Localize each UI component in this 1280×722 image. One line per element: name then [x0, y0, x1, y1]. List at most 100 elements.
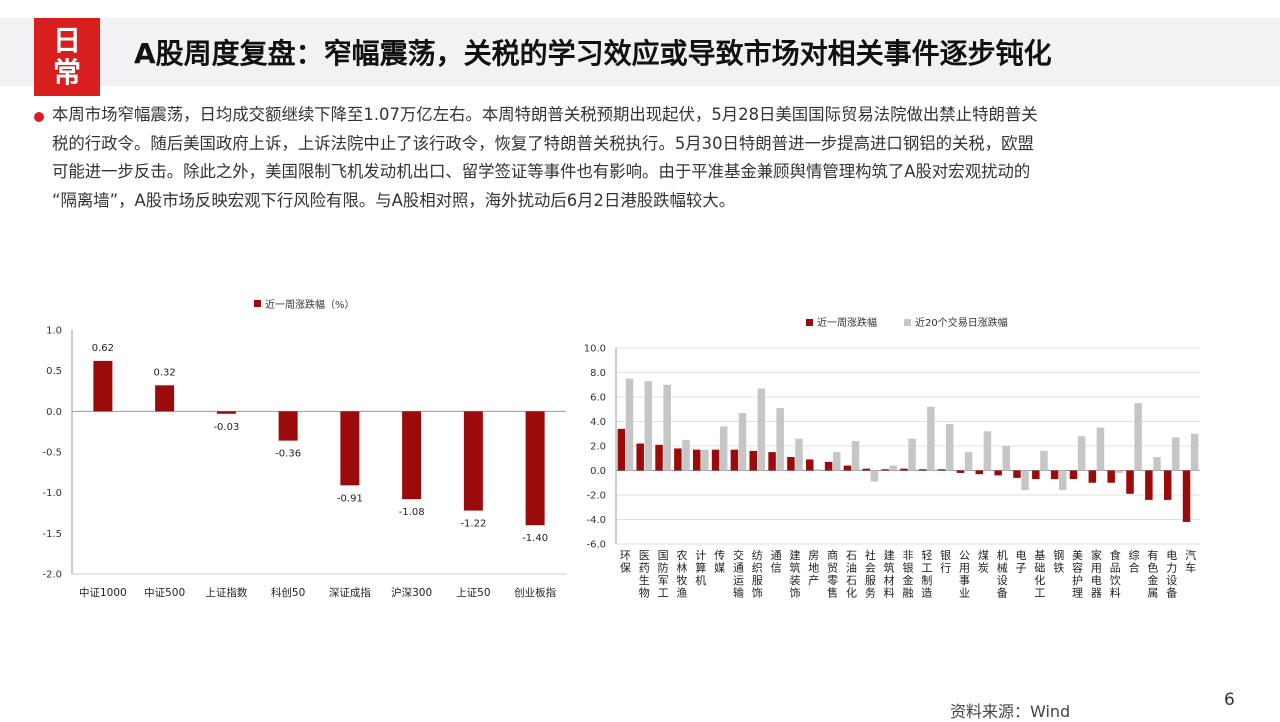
- x-tick-label-char: 石: [846, 574, 857, 587]
- bar-20day: [1190, 433, 1199, 471]
- x-tick-label-char: 料: [1110, 586, 1121, 600]
- data-label: 0.62: [92, 343, 114, 354]
- bar-weekly: [994, 470, 1002, 476]
- bar-weekly: [674, 448, 682, 471]
- x-tick-label-char: 化: [846, 586, 857, 600]
- x-tick-label-char: 容: [1072, 561, 1083, 575]
- bar-20day: [1115, 470, 1124, 473]
- legend-swatch-weekly: [254, 300, 261, 307]
- x-tick-label-char: 用: [959, 562, 970, 575]
- bar-weekly: [1013, 470, 1021, 478]
- x-tick-label-char: 商: [827, 548, 838, 562]
- bar-weekly: [155, 385, 175, 412]
- x-tick-label-char: 筑: [789, 561, 800, 575]
- bar-weekly: [1182, 470, 1191, 522]
- x-tick-label-char: 电: [1016, 549, 1027, 562]
- bar-weekly: [919, 469, 927, 471]
- x-tick-label-char: 农: [676, 548, 687, 562]
- x-tick-label-char: 轻: [921, 548, 932, 562]
- x-tick-label-char: 石: [846, 549, 857, 562]
- x-tick-label-char: 计: [695, 549, 706, 562]
- badge-char-1: 日: [52, 24, 81, 57]
- bar-20day: [682, 439, 690, 471]
- y-tick-label: -2.0: [42, 570, 62, 581]
- data-label: -1.08: [399, 507, 425, 518]
- x-tick-label-char: 通: [733, 562, 744, 575]
- x-tick-label-char: 汽: [1185, 548, 1196, 562]
- bar-weekly: [956, 470, 965, 473]
- bar-20day: [832, 452, 841, 471]
- bar-weekly: [93, 360, 113, 412]
- summary-line-2: 税的行政令。随后美国政府上诉，上诉法院中止了该行政令，恢复了特朗普关税执行。5月…: [52, 133, 1034, 153]
- x-tick-label-char: 机: [997, 548, 1008, 562]
- y-tick-label: 2.0: [590, 442, 606, 453]
- section-badge: 日 常: [34, 18, 100, 96]
- industry-change-svg: 近一周涨跌幅 近20个交易日涨跌幅 10.0 8.0 6.0 4.0 2.0 0.0 -2.0 -…: [584, 316, 1200, 600]
- x-tick-label-char: 筑: [884, 561, 895, 575]
- data-label: -1.40: [522, 533, 548, 544]
- bar-20day: [1153, 457, 1161, 471]
- bar-20day: [814, 469, 822, 471]
- bar-weekly: [402, 411, 422, 500]
- x-tick-label-char: 环: [620, 549, 631, 562]
- x-tick-label-char: 通: [771, 549, 782, 562]
- bar-weekly: [636, 443, 644, 471]
- x-tick-label-char: 美: [1072, 549, 1083, 562]
- bar-20day: [870, 470, 879, 482]
- legend-swatch-weekly: [806, 319, 813, 326]
- data-label: -0.91: [337, 493, 363, 504]
- x-tick-label-char: 金: [903, 573, 914, 587]
- bar-20day: [1077, 436, 1086, 471]
- x-tick-label-char: 器: [1091, 587, 1102, 600]
- bar-weekly: [937, 469, 946, 471]
- bar-20day: [1096, 427, 1105, 471]
- x-tick-label-char: 属: [1147, 587, 1158, 600]
- x-tick-label-char: 备: [997, 586, 1008, 600]
- x-tick-label-char: 国: [658, 549, 669, 562]
- x-tick-label-char: 础: [1034, 562, 1045, 575]
- x-tick-label-char: 铁: [1053, 562, 1064, 575]
- x-tick-label-char: 备: [1166, 586, 1177, 600]
- bar-weekly: [711, 449, 720, 471]
- y-tick-label: 0.0: [46, 407, 62, 418]
- x-tick-label-char: 理: [1072, 587, 1083, 600]
- bar-20day: [1134, 403, 1142, 471]
- bar-weekly: [1069, 470, 1078, 480]
- x-tick-label-char: 造: [921, 586, 932, 600]
- x-tick-label-char: 媒: [714, 562, 725, 575]
- x-tick-label-char: 金: [1147, 573, 1158, 587]
- bar-20day: [889, 465, 897, 471]
- index-weekly-change-svg: 近一周涨跌幅（%） 1.0 0.5 0.0 -0.5 -1.0 -1.5 -2.0 0.62 中证…: [42, 298, 566, 599]
- x-tick-label-char: 械: [997, 561, 1008, 575]
- y-tick-label: 0.0: [590, 466, 606, 477]
- bar-weekly: [525, 411, 545, 526]
- x-tick-label-char: 炭: [978, 562, 989, 575]
- x-tick-label-char: 设: [1166, 574, 1177, 587]
- x-tick-label-char: 合: [1129, 561, 1140, 575]
- x-tick-label-char: 有: [1147, 548, 1158, 562]
- y-tick-label: -6.0: [586, 540, 606, 551]
- bar-20day: [964, 452, 973, 471]
- bar-20day: [945, 423, 954, 471]
- bar-weekly: [1145, 470, 1153, 500]
- x-tick-label-char: 建: [789, 548, 800, 562]
- bar-weekly: [340, 411, 360, 486]
- x-tick-label-char: 林: [676, 561, 687, 575]
- bar-weekly: [1126, 470, 1134, 494]
- bar-weekly: [216, 411, 236, 414]
- summary-line-1: 本周市场窄幅震荡，日均成交额继续下降至1.07万亿左右。本周特朗普关税预期出现起…: [52, 105, 1038, 124]
- legend-swatch-20day: [904, 319, 911, 326]
- bar-weekly: [1107, 470, 1115, 483]
- bar-weekly: [806, 459, 814, 471]
- x-tick-label-char: 力: [1166, 562, 1177, 575]
- x-tick-label-char: 产: [808, 573, 819, 587]
- x-tick-label-char: 运: [733, 574, 744, 587]
- industry-change-chart: 近一周涨跌幅 近20个交易日涨跌幅 10.0 8.0 6.0 4.0 2.0 0.0 -2.0 -…: [570, 305, 1210, 635]
- bar-20day: [983, 431, 992, 471]
- x-tick-label-char: 电: [1166, 549, 1177, 562]
- x-tick-label-char: 电: [1091, 574, 1102, 587]
- bar-20day: [908, 438, 916, 471]
- x-tick-label-char: 交: [733, 548, 744, 562]
- x-tick-label-char: 业: [959, 587, 970, 600]
- bar-20day: [757, 388, 766, 471]
